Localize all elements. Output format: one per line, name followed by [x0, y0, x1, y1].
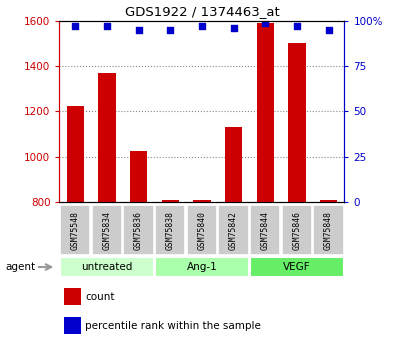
Bar — [60, 205, 90, 255]
Bar — [288, 43, 305, 202]
Bar — [123, 205, 153, 255]
Text: Ang-1: Ang-1 — [186, 262, 217, 272]
Bar — [155, 257, 248, 277]
Bar — [249, 205, 280, 255]
Point — [135, 27, 142, 32]
Text: GSM75836: GSM75836 — [134, 211, 143, 250]
Bar — [155, 205, 185, 255]
Bar — [249, 257, 343, 277]
Text: count: count — [85, 292, 115, 302]
Text: GSM75842: GSM75842 — [229, 211, 238, 250]
Text: GSM75840: GSM75840 — [197, 211, 206, 250]
Bar — [66, 106, 84, 202]
Text: untreated: untreated — [81, 262, 132, 272]
Text: GSM75834: GSM75834 — [102, 211, 111, 250]
Point — [261, 20, 268, 25]
Text: GSM75848: GSM75848 — [323, 211, 332, 250]
Point — [198, 23, 204, 29]
Point — [230, 25, 236, 31]
Bar — [224, 127, 242, 202]
Text: GSM75838: GSM75838 — [165, 211, 174, 250]
Point — [103, 23, 110, 29]
Text: GSM75846: GSM75846 — [292, 211, 301, 250]
Text: agent: agent — [5, 262, 35, 272]
Text: VEGF: VEGF — [282, 262, 310, 272]
Point — [293, 23, 299, 29]
Bar — [193, 199, 210, 202]
Title: GDS1922 / 1374463_at: GDS1922 / 1374463_at — [124, 5, 279, 18]
Text: GSM75844: GSM75844 — [260, 211, 269, 250]
Bar — [63, 288, 81, 305]
Bar — [92, 205, 122, 255]
Bar — [98, 73, 115, 202]
Bar — [256, 23, 273, 202]
Bar — [186, 205, 217, 255]
Point — [324, 27, 331, 32]
Bar — [218, 205, 248, 255]
Point — [166, 27, 173, 32]
Bar — [161, 199, 179, 202]
Bar — [319, 199, 337, 202]
Text: percentile rank within the sample: percentile rank within the sample — [85, 321, 261, 331]
Text: GSM75548: GSM75548 — [71, 211, 80, 250]
Bar — [60, 257, 153, 277]
Bar — [312, 205, 343, 255]
Bar — [281, 205, 311, 255]
Bar — [63, 317, 81, 334]
Bar — [130, 151, 147, 202]
Point — [72, 23, 79, 29]
